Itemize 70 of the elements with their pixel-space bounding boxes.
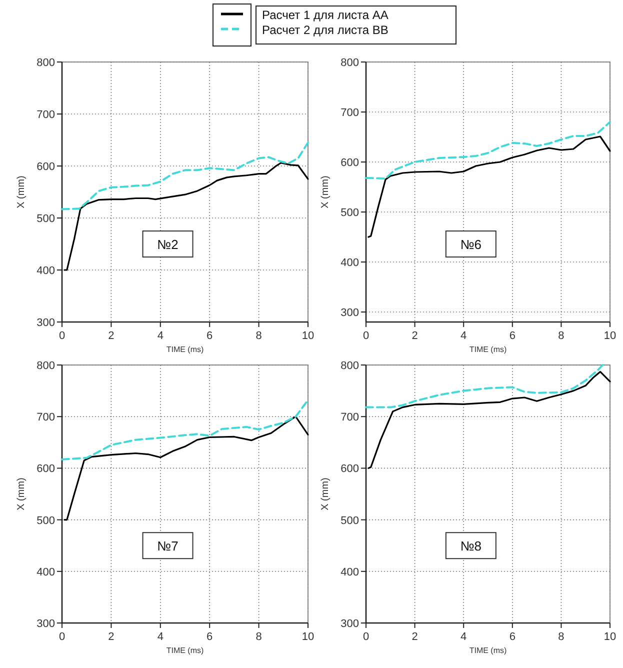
x-tick-label: 4 [460, 330, 467, 342]
y-tick-label: 400 [36, 265, 55, 277]
y-tick-label: 500 [340, 514, 359, 527]
x-tick-label: 10 [302, 631, 314, 643]
x-tick-label: 8 [558, 330, 564, 342]
x-tick-label: 10 [604, 330, 616, 342]
annotation: №8 [460, 538, 482, 554]
annotation: №2 [157, 237, 178, 252]
legend-label: Расчет 2 для листа ВВ [262, 23, 388, 37]
y-tick-label: 700 [340, 412, 359, 424]
x-tick-label: 6 [206, 631, 213, 643]
x-tick-label: 6 [206, 330, 213, 342]
x-tick-label: 4 [157, 631, 164, 643]
y-tick-label: 600 [36, 463, 55, 476]
y-tick-label: 400 [340, 257, 359, 269]
x-tick-label: 2 [412, 631, 418, 643]
x-tick-label: 8 [558, 631, 564, 643]
y-tick-label: 300 [340, 618, 359, 630]
x-tick-label: 10 [302, 330, 314, 342]
x-tick-label: 10 [604, 631, 616, 643]
annotation: №7 [157, 538, 178, 554]
y-tick-label: 500 [36, 514, 55, 527]
x-tick-label: 0 [362, 631, 370, 643]
x-tick-label: 2 [108, 330, 114, 342]
y-tick-label: 400 [340, 566, 359, 578]
y-tick-label: 800 [36, 360, 55, 372]
line-series [61, 142, 309, 210]
line-series [368, 136, 611, 238]
y-tick-label: 600 [36, 161, 55, 173]
line-series [365, 121, 611, 180]
y-tick-label: 700 [340, 107, 359, 119]
y-axis-title: X (mm) [320, 176, 331, 208]
x-tick-label: 0 [58, 631, 66, 643]
x-tick-label: 8 [256, 330, 262, 342]
line-series [368, 370, 611, 469]
x-tick-label: 4 [157, 330, 164, 342]
x-axis-title: TIME (ms) [469, 345, 507, 354]
x-tick-label: 2 [412, 330, 418, 342]
annotation: №6 [460, 237, 482, 252]
x-tick-label: 6 [509, 330, 516, 342]
x-tick-label: 0 [58, 330, 66, 342]
x-tick-label: 0 [362, 330, 370, 342]
y-tick-label: 800 [36, 57, 55, 69]
y-tick-label: 300 [36, 618, 55, 630]
y-axis-title: X (mm) [16, 176, 27, 208]
line-series [64, 416, 309, 521]
x-axis-title: TIME (ms) [166, 345, 204, 354]
y-tick-label: 800 [340, 57, 359, 69]
x-tick-label: 4 [460, 631, 467, 643]
legend-label: Расчет 1 для листа АА [262, 8, 388, 22]
x-tick-label: 2 [108, 631, 114, 643]
x-tick-label: 6 [509, 631, 516, 643]
y-tick-label: 300 [36, 317, 55, 329]
y-tick-label: 500 [36, 213, 55, 225]
y-axis-title: X (mm) [320, 478, 331, 510]
y-tick-label: 500 [340, 207, 359, 219]
line-series [61, 399, 309, 460]
y-tick-label: 600 [340, 463, 359, 476]
x-axis-title: TIME (ms) [469, 646, 507, 655]
y-axis-title: X (mm) [16, 478, 27, 510]
y-tick-label: 600 [340, 157, 359, 169]
x-axis-title: TIME (ms) [166, 646, 204, 655]
y-tick-label: 300 [340, 307, 359, 319]
line-series [64, 162, 309, 271]
y-tick-label: 700 [36, 412, 55, 424]
y-tick-label: 700 [36, 109, 55, 121]
line-series [365, 364, 604, 408]
y-tick-label: 400 [36, 566, 55, 578]
y-tick-label: 800 [340, 360, 359, 372]
x-tick-label: 8 [256, 631, 262, 643]
